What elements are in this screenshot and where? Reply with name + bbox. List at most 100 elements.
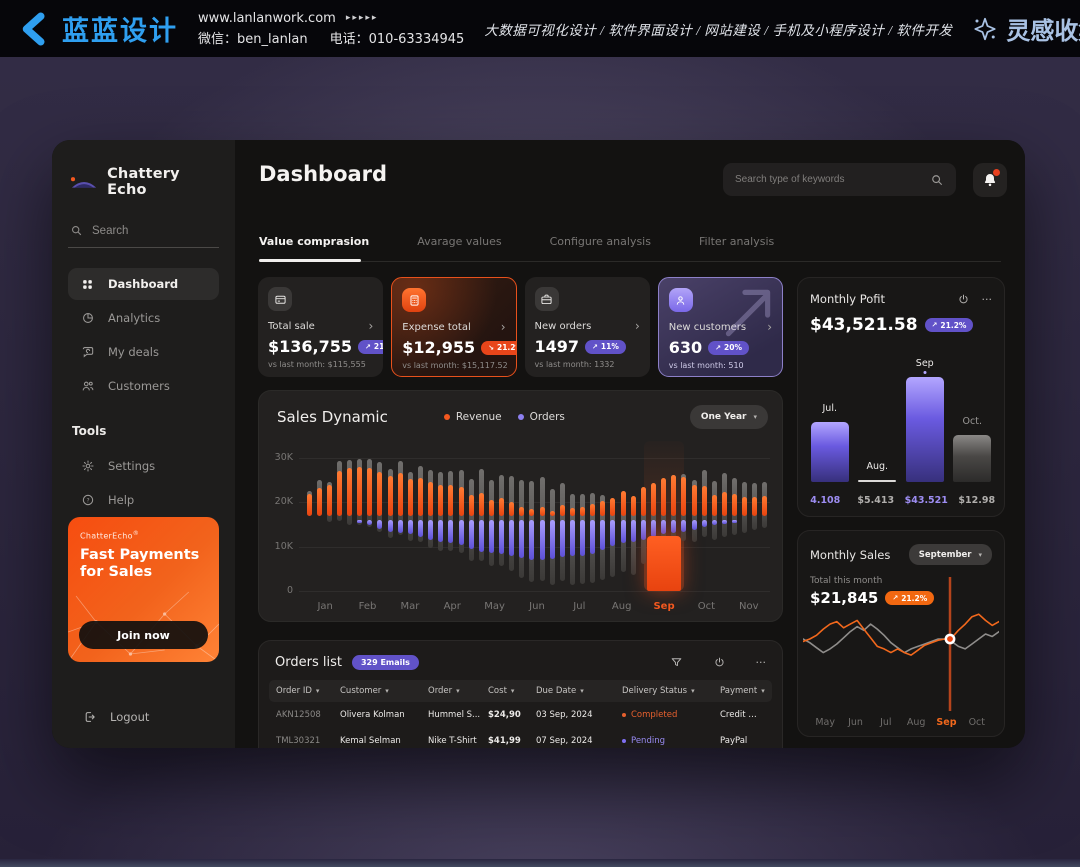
more-button[interactable]: ··· — [981, 292, 993, 306]
stat-card-expense-total[interactable]: Expense total › $12,955 ↘21.2% vs last m… — [391, 277, 517, 377]
cell-payment: PayPal — [720, 736, 748, 746]
promo-card[interactable]: ChatterEcho® Fast Payments for Sales Joi… — [68, 517, 219, 662]
column-customer[interactable]: Customer ▾ — [340, 686, 428, 696]
stat-compare: vs last month: 510 — [668, 361, 744, 370]
bar-revenue — [732, 494, 738, 516]
chat-icon — [80, 345, 95, 359]
column-order[interactable]: Order ▾ — [428, 686, 488, 696]
profit-bar — [953, 435, 992, 482]
bar-orders — [377, 520, 383, 529]
tab-configure-analysis[interactable]: Configure analysis — [549, 235, 651, 248]
bar-revenue — [458, 486, 464, 516]
bar-orders — [539, 520, 545, 560]
column-payment[interactable]: Payment ▾ — [720, 686, 765, 696]
bar-orders — [509, 520, 515, 557]
sidebar-item-customers[interactable]: Customers — [68, 370, 219, 402]
filter-button[interactable] — [670, 656, 683, 669]
bar-orders — [438, 520, 444, 542]
banner-contact: www.lanlanwork.com ▸▸▸▸▸ 微信：ben_lanlan 电… — [198, 11, 464, 47]
export-button[interactable] — [957, 293, 970, 306]
main-search-input[interactable] — [735, 174, 922, 185]
bar-orders — [711, 520, 717, 525]
stat-title: Total sale — [268, 320, 315, 332]
banner-wechat: 微信：ben_lanlan — [198, 31, 308, 47]
bar-revenue — [640, 486, 646, 516]
tab-avarage-values[interactable]: Avarage values — [417, 235, 502, 248]
column-delivery-status[interactable]: Delivery Status ▾ — [622, 686, 720, 696]
bar-orders — [418, 520, 423, 537]
bar-revenue — [387, 476, 393, 516]
stat-card-new-orders[interactable]: New orders › 1497 ↗ 11% vs last month: 13… — [524, 277, 650, 377]
calculator-icon — [402, 288, 427, 312]
sidebar-item-help[interactable]: ? Help — [68, 484, 219, 516]
bar-orders — [478, 520, 484, 552]
column-label: Due Date — [536, 686, 577, 696]
chevron-right-icon[interactable]: › — [368, 319, 374, 333]
selected-month-block — [647, 535, 682, 591]
sidebar-search-input[interactable] — [92, 224, 200, 237]
tab-filter-analysis[interactable]: Filter analysis — [698, 235, 775, 248]
bar-revenue — [407, 479, 413, 516]
bar-revenue — [610, 498, 616, 516]
sidebar-item-settings[interactable]: Settings — [68, 450, 219, 482]
bar-revenue — [428, 482, 434, 516]
trend-badge: ↗21.2% — [885, 591, 935, 605]
app-brand-name: Chattery Echo — [107, 166, 180, 198]
banner-website: www.lanlanwork.com — [198, 10, 336, 26]
chevron-right-icon[interactable]: › — [634, 319, 640, 333]
sidebar-item-analytics[interactable]: Analytics — [68, 302, 219, 334]
profit-bar-chart: Jul. Aug. Sep Oct. — [806, 358, 996, 482]
trend-value: 21.2% — [373, 342, 384, 351]
sidebar-item-dashboard[interactable]: Dashboard — [68, 268, 219, 300]
cell-cost: $41,99 — [488, 736, 521, 746]
more-button[interactable]: ··· — [755, 656, 767, 669]
stat-card-total-sale[interactable]: Total sale › $136,755 ↗21.2% vs last mon… — [258, 277, 384, 377]
series-baseline — [803, 623, 999, 654]
series-sales — [803, 613, 999, 656]
bar-orders — [620, 520, 626, 543]
bar-revenue — [306, 494, 312, 516]
month-dropdown[interactable]: September ▾ — [908, 544, 992, 565]
month-label: Jul — [880, 717, 892, 728]
bar-orders — [499, 520, 505, 555]
bar-revenue — [488, 499, 494, 516]
sidebar-item-my-deals[interactable]: My deals — [68, 336, 219, 368]
logout-button[interactable]: Logout — [82, 710, 149, 724]
collection-text: 灵感收集 — [1006, 19, 1080, 45]
bar-revenue — [569, 508, 575, 516]
column-due-date[interactable]: Due Date ▾ — [536, 686, 622, 696]
bar-orders — [529, 520, 535, 560]
legend-orders: Orders — [517, 411, 565, 423]
trend-badge: ↗ 11% — [585, 339, 626, 354]
bar-orders — [397, 520, 403, 534]
join-now-button[interactable]: Join now — [79, 621, 208, 649]
sidebar-item-label: Customers — [108, 379, 170, 393]
export-button[interactable] — [713, 656, 726, 669]
table-row[interactable]: TML30321 Kemal Selman Nike T-Shirt $41,9… — [269, 728, 772, 748]
sort-caret-icon: ▾ — [315, 687, 320, 695]
bar-orders — [681, 520, 687, 533]
table-row[interactable]: AKN12508 Olivera Kolman Hummel S... $24,… — [269, 702, 772, 728]
monthly-sales-line-chart — [803, 577, 999, 711]
stat-title: New orders — [534, 320, 592, 332]
pie-chart-icon — [80, 311, 95, 325]
sort-caret-icon: ▾ — [456, 687, 460, 695]
chevron-right-icon[interactable]: › — [500, 320, 506, 334]
bar-orders — [671, 520, 677, 534]
month-label: Aug — [906, 717, 926, 728]
tab-value-comprasion[interactable]: Value comprasion — [259, 235, 370, 248]
bar-orders — [701, 520, 707, 527]
bar-orders — [661, 520, 667, 535]
column-cost[interactable]: Cost ▾ — [488, 686, 536, 696]
emails-badge: 329 Emails — [351, 655, 419, 670]
column-order-id[interactable]: Order ID ▾ — [276, 686, 340, 696]
chevron-right-icon[interactable]: › — [767, 320, 772, 334]
range-value: One Year — [700, 412, 747, 422]
notifications-button[interactable] — [973, 163, 1007, 197]
stat-card-new-customers[interactable]: New customers › 630 ↗ 20% vs last month: … — [657, 277, 783, 377]
chart-x-axis: Jan Feb Mar Apr May Jun Jul Aug Sep Oct Nov — [304, 601, 770, 612]
person-icon — [668, 288, 693, 312]
trend-value: 21.2% — [497, 343, 516, 352]
stat-value: 630 — [668, 338, 703, 357]
range-dropdown[interactable]: One Year ▾ — [689, 405, 768, 429]
